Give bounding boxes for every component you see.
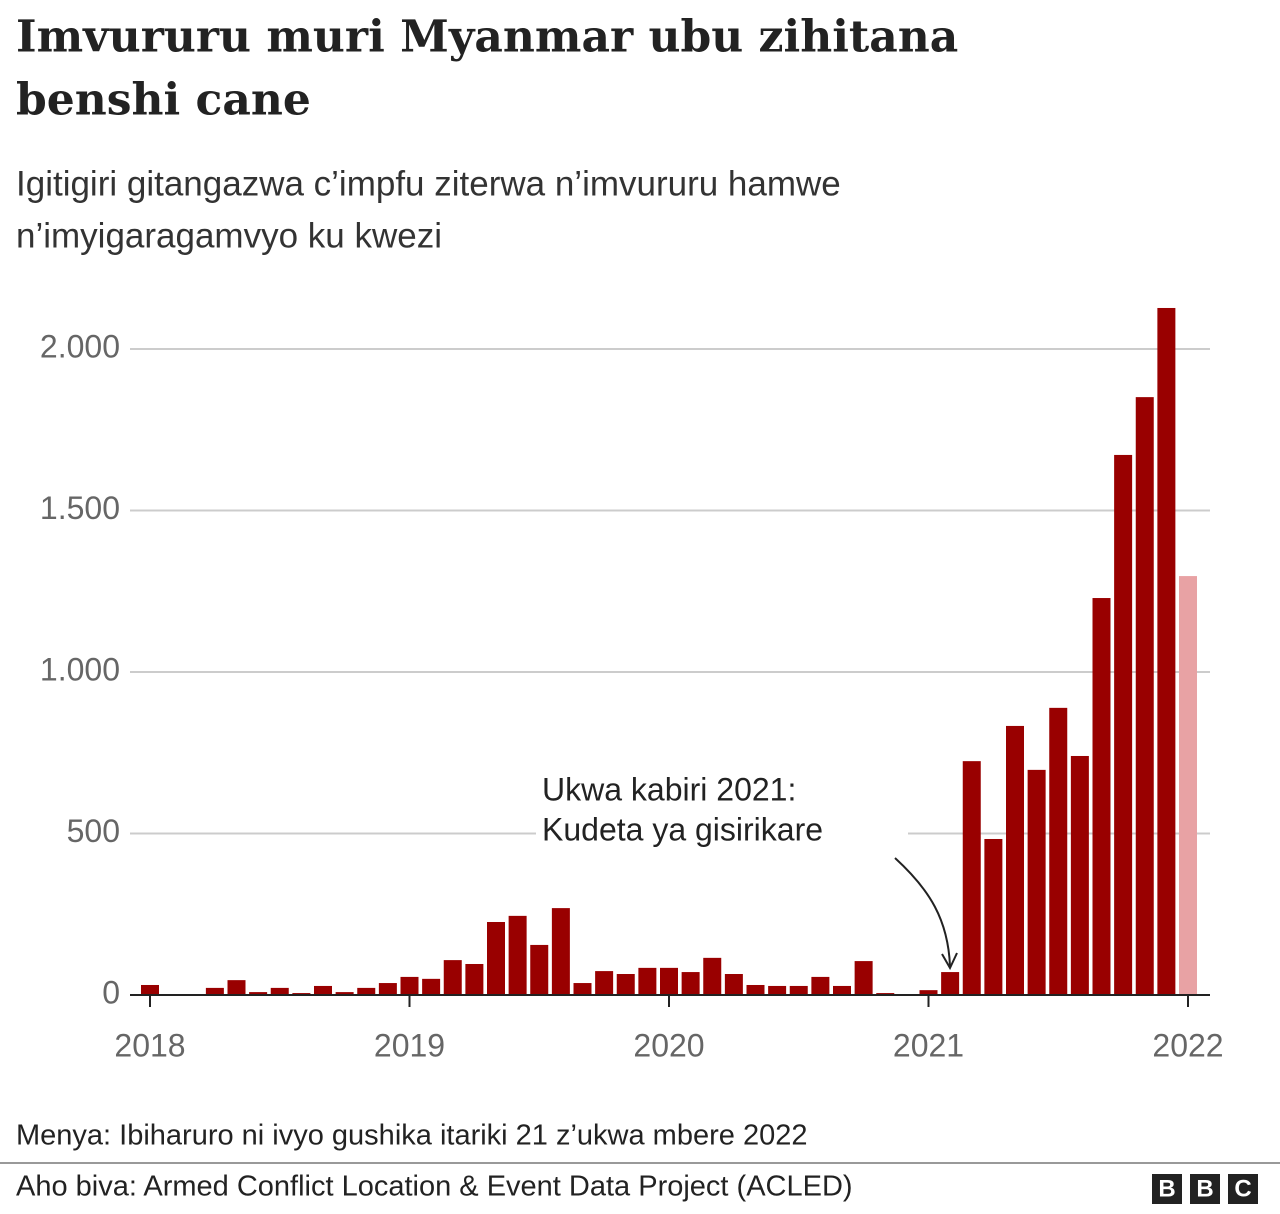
bar [1114, 454, 1133, 996]
bar [789, 985, 808, 995]
y-tick-label: 0 [102, 974, 120, 1010]
logo-letter: B [1158, 1175, 1175, 1202]
bar [984, 838, 1003, 995]
y-tick-label: 500 [67, 813, 120, 849]
bar [443, 960, 462, 995]
bar [724, 974, 743, 995]
bar [400, 976, 419, 995]
annotation-bg [536, 766, 908, 854]
logo-letter: C [1234, 1175, 1251, 1202]
x-tick-label: 2022 [1152, 1027, 1223, 1063]
bar [227, 980, 246, 995]
logo-box [1190, 1174, 1220, 1204]
bar [205, 987, 224, 995]
bar [335, 992, 354, 995]
bar [530, 944, 549, 995]
note: Menya: Ibiharuro ni ivyo gushika itariki… [16, 1120, 807, 1152]
chart-title: Imvururu muri Myanmar ubu zihitana [16, 12, 958, 63]
annotation-arrow [894, 857, 951, 967]
y-tick-label: 1.000 [40, 651, 120, 687]
bar [768, 985, 787, 995]
bar [1070, 755, 1089, 995]
annotation: Kudeta ya gisirikare [542, 811, 823, 847]
bar [854, 961, 873, 995]
chart-subtitle: Igitigiri gitangazwa c’impfu ziterwa n’i… [16, 164, 841, 203]
annotation: Ukwa kabiri 2021: [542, 771, 796, 807]
y-tick-label: 2.000 [40, 328, 120, 364]
bar [551, 908, 570, 995]
source: Aho biva: Armed Conflict Location & Even… [16, 1171, 853, 1203]
bar [508, 915, 527, 995]
bars [141, 307, 1197, 996]
bar [660, 967, 678, 995]
bar [1179, 576, 1197, 995]
bar [465, 963, 484, 995]
x-tick-label: 2020 [633, 1027, 704, 1063]
y-tick-label: 1.500 [40, 490, 120, 526]
bar [270, 987, 289, 995]
logo-box [1152, 1174, 1182, 1204]
arrow-head [941, 952, 958, 971]
bar [616, 974, 635, 995]
bar [378, 983, 397, 995]
bar [638, 967, 657, 995]
bar [811, 976, 830, 995]
x-tick-label: 2021 [893, 1027, 964, 1063]
bar [422, 978, 441, 995]
bar [1049, 707, 1068, 995]
bar [703, 957, 722, 995]
bar [1157, 307, 1176, 995]
bar [357, 987, 376, 995]
chart-title: benshi cane [16, 75, 311, 126]
bar [595, 971, 614, 995]
bar [962, 761, 981, 995]
bar [919, 990, 938, 995]
x-tick-label: 2019 [374, 1027, 445, 1063]
bar [487, 922, 505, 995]
bar [833, 985, 851, 995]
chart-subtitle: n’imyigaragamvyo ku kwezi [16, 216, 442, 255]
bar [1027, 769, 1046, 995]
bar [1135, 397, 1154, 995]
bar [314, 985, 332, 995]
bar [141, 984, 159, 995]
bar [1006, 725, 1024, 995]
bar [573, 983, 592, 995]
axis: 0 500 1.000 1.500 2.000 2018 2019 2020 2021 2022 [40, 328, 1224, 1063]
logo-box [1228, 1174, 1258, 1204]
logo-letter: B [1196, 1175, 1213, 1202]
grid [130, 348, 1210, 835]
bar [249, 992, 268, 995]
bar [746, 984, 765, 995]
bbc-logo: B B C [1152, 1174, 1258, 1204]
bar [681, 972, 700, 995]
bar [941, 972, 960, 995]
bar [1092, 598, 1111, 995]
x-tick-label: 2018 [114, 1027, 185, 1063]
